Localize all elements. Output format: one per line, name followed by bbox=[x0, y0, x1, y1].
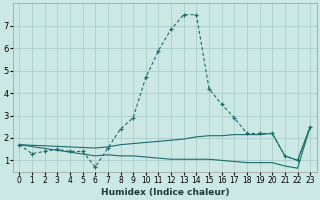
X-axis label: Humidex (Indice chaleur): Humidex (Indice chaleur) bbox=[100, 188, 229, 197]
